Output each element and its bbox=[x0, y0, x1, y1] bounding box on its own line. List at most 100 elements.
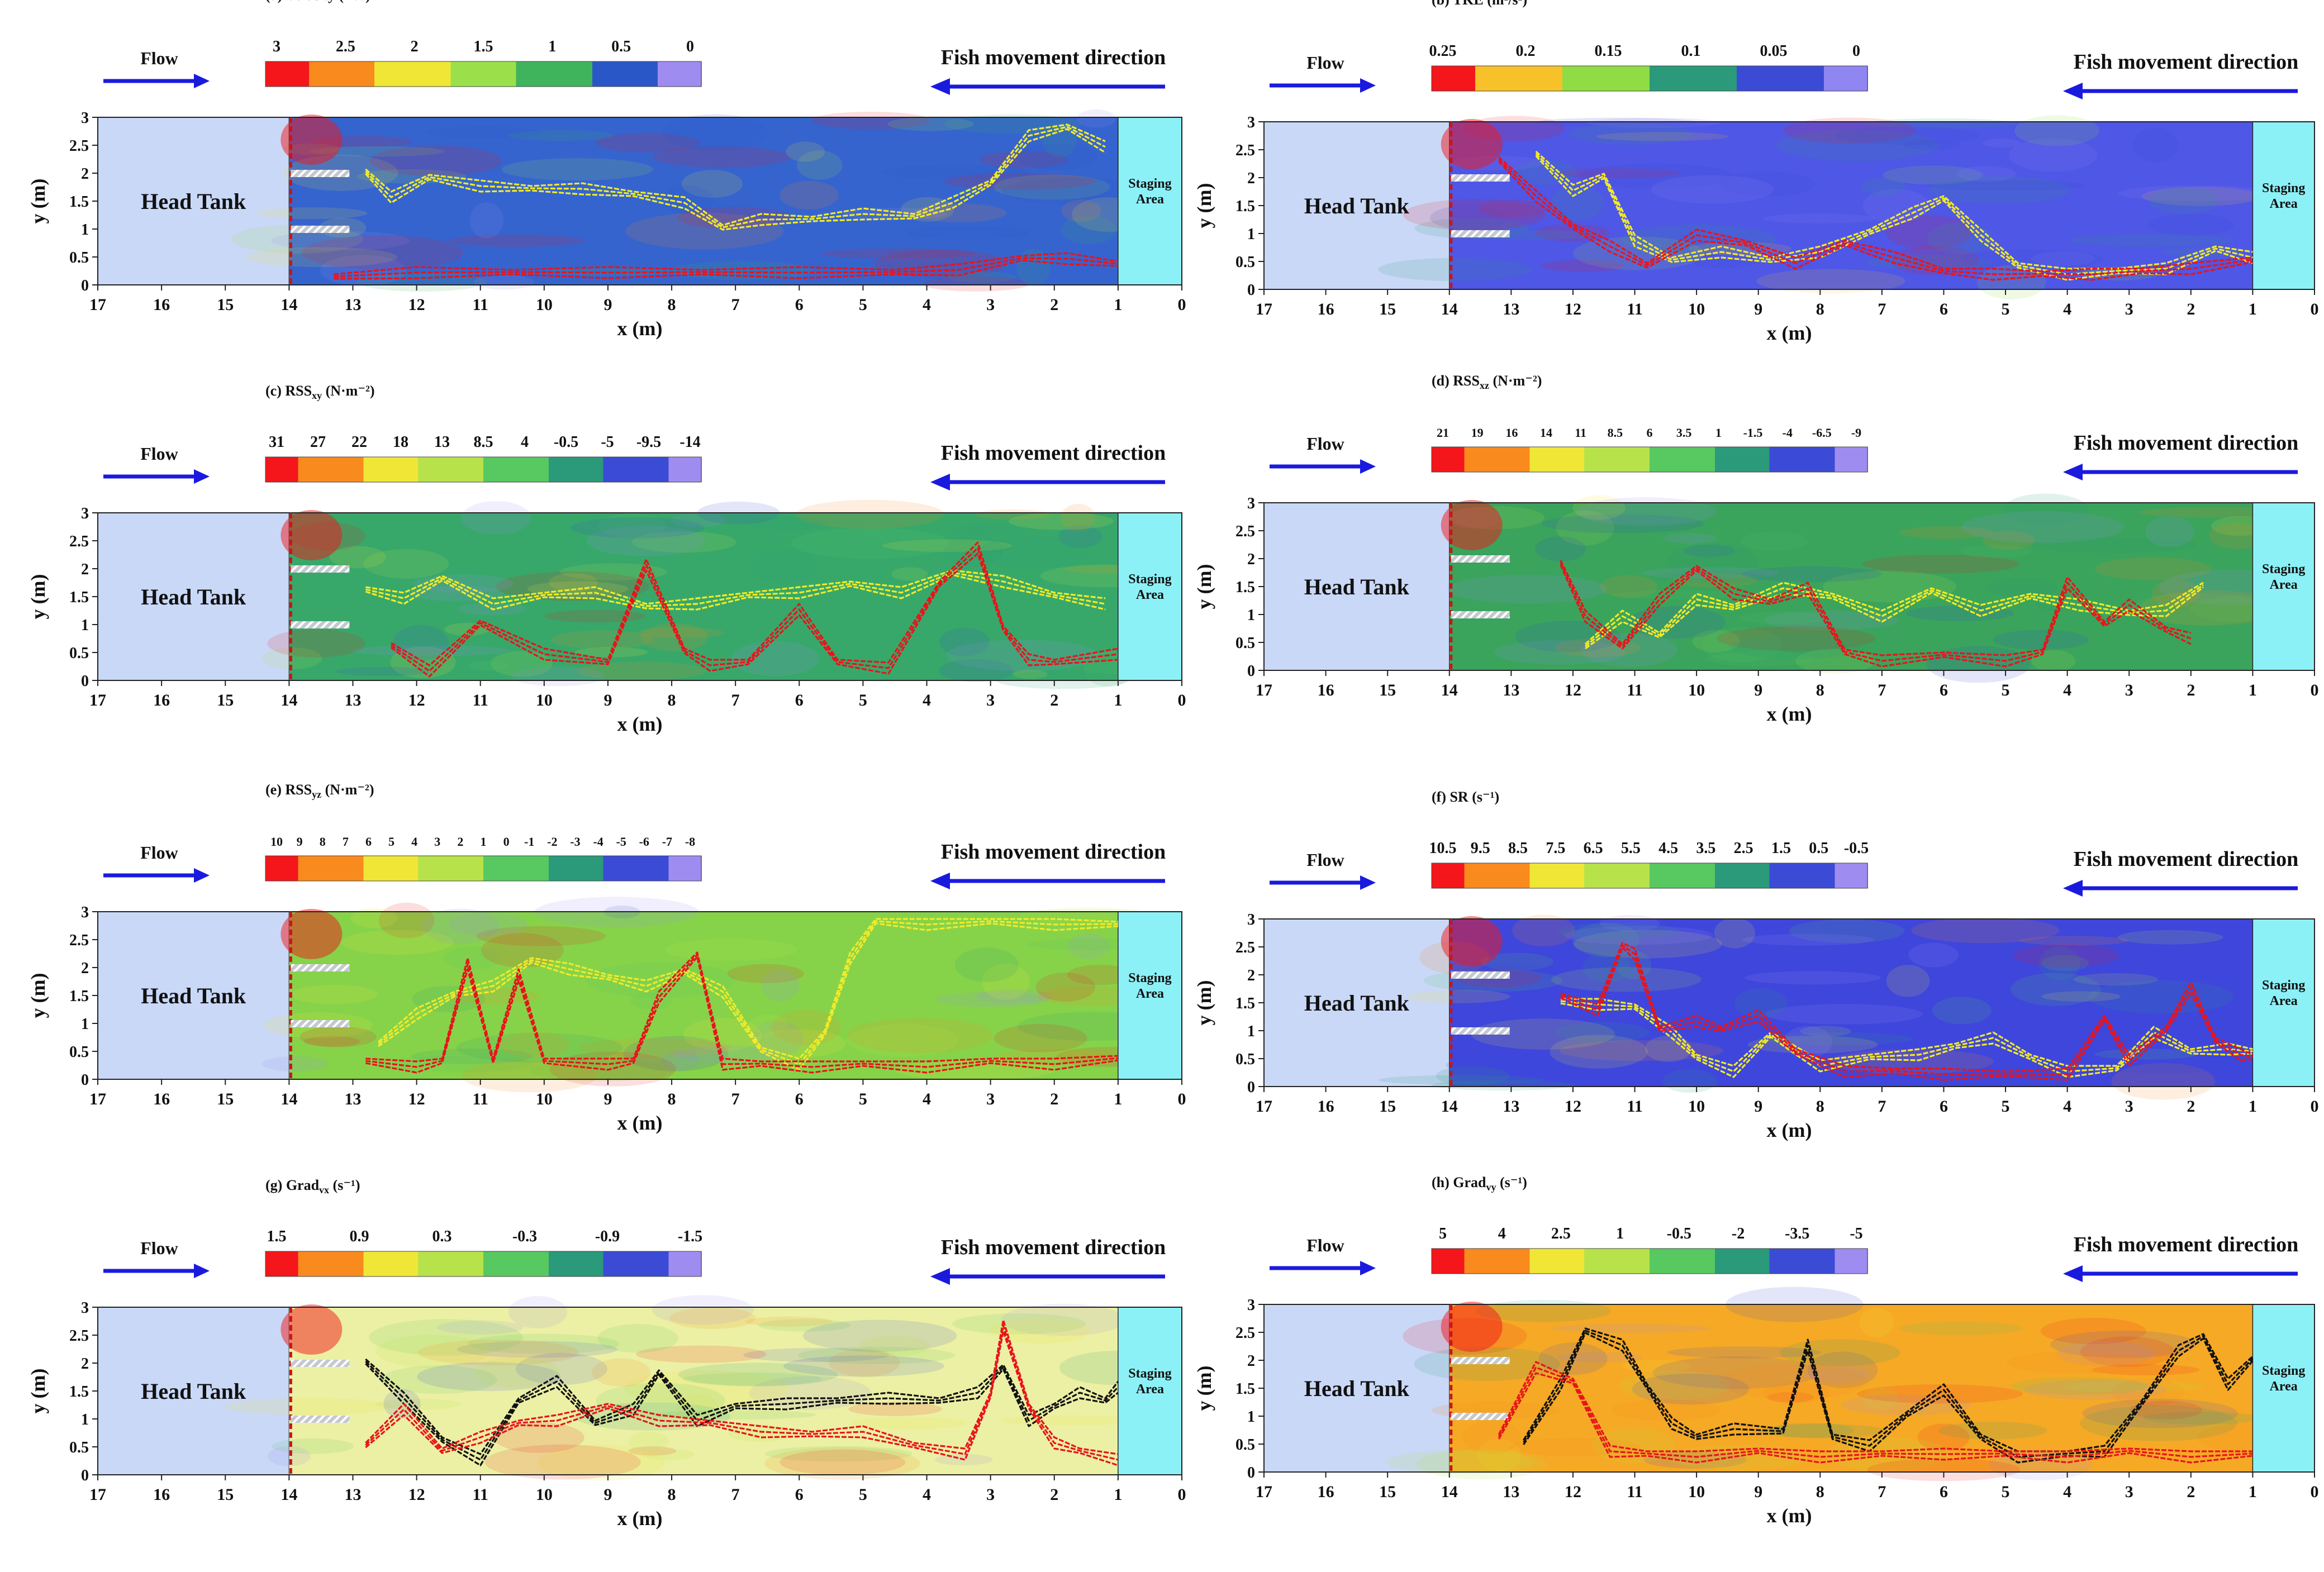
field-blob bbox=[357, 169, 467, 184]
colorbar-segment bbox=[1584, 447, 1596, 472]
x-tick-label: 5 bbox=[2002, 1097, 2010, 1116]
field-blob bbox=[1702, 627, 1783, 663]
colorbar-segment bbox=[1497, 66, 1509, 91]
field-blob bbox=[939, 627, 990, 656]
staging-area bbox=[2252, 121, 2315, 290]
colorbar-frame bbox=[265, 855, 702, 882]
field-blob bbox=[597, 1324, 678, 1353]
colorbar-segment bbox=[559, 1251, 571, 1276]
field-blob bbox=[595, 133, 700, 153]
colorbar-segment bbox=[592, 61, 604, 87]
x-tick-label: 8 bbox=[668, 296, 676, 314]
colorbar-segment bbox=[265, 1251, 277, 1276]
colorbar-segment bbox=[1813, 447, 1824, 472]
head-tank bbox=[1263, 121, 1450, 290]
field-blob bbox=[1572, 495, 1626, 520]
colorbar-segment bbox=[1780, 1249, 1792, 1274]
field-blob bbox=[821, 248, 976, 259]
colorbar-segment bbox=[1529, 863, 1541, 888]
field-blob bbox=[681, 170, 743, 198]
panel-f: (f) SR (s⁻¹)10.5 9.5 8.5 7.5 6.5 5.5 4.5 3.5 2.5… bbox=[1193, 789, 2319, 1141]
colorbar-tick-label: -5 bbox=[616, 835, 626, 849]
colorbar-segment bbox=[287, 1251, 299, 1276]
fish-direction-label: Fish movement direction bbox=[941, 46, 1166, 69]
colorbar-segment bbox=[1824, 66, 1836, 91]
title-prefix: (e) RSS bbox=[265, 782, 312, 798]
field-blob bbox=[499, 1031, 570, 1058]
field-blob bbox=[1865, 118, 2017, 129]
field-blob bbox=[1718, 1364, 1867, 1400]
title-subscript: yz bbox=[312, 789, 321, 800]
x-tick-label: 14 bbox=[281, 296, 297, 314]
field-blob bbox=[2080, 1405, 2237, 1441]
x-tick-label: 11 bbox=[473, 296, 488, 314]
field-blob bbox=[1899, 1321, 2023, 1336]
field-blob bbox=[682, 1372, 822, 1386]
field-blob bbox=[641, 1449, 695, 1461]
x-tick-label: 16 bbox=[1318, 300, 1334, 318]
field-blob bbox=[1569, 123, 1693, 145]
y-tick-label: 2 bbox=[81, 960, 89, 977]
panel-b: (b) TKE (m²/s²) 0.25 0.2 0.15 0.1 0.05 0 Flow Fi… bbox=[1193, 0, 2319, 344]
field-blob bbox=[245, 247, 398, 267]
field-blob bbox=[1579, 163, 1733, 189]
field-blob bbox=[2147, 213, 2234, 236]
colorbar-segment bbox=[1802, 447, 1814, 472]
colorbar-tick-label: 0.9 bbox=[350, 1228, 369, 1245]
field-blob bbox=[1436, 1066, 1510, 1086]
baffle-lower bbox=[1451, 230, 1510, 237]
colorbar-segment bbox=[396, 1251, 408, 1276]
colorbar-segment bbox=[614, 856, 626, 881]
colorbar-segment bbox=[647, 1251, 658, 1276]
x-tick-label: 7 bbox=[731, 1090, 740, 1108]
field-blob bbox=[301, 235, 464, 270]
colorbar-segment bbox=[636, 457, 648, 482]
y-tick-label: 2.5 bbox=[1235, 523, 1255, 540]
field-blob bbox=[256, 207, 368, 220]
baffle-upper bbox=[291, 964, 350, 971]
fish-arrow-head bbox=[2063, 1265, 2083, 1282]
colorbar-segment bbox=[1617, 863, 1628, 888]
field-blob bbox=[303, 1036, 360, 1047]
colorbar-segment bbox=[1780, 863, 1792, 888]
x-tick-label: 6 bbox=[795, 691, 804, 709]
field-blob bbox=[2010, 1377, 2149, 1395]
fish-track-track-1 bbox=[378, 922, 1118, 1071]
colorbar-segment bbox=[1453, 66, 1465, 91]
colorbar-segment bbox=[1442, 863, 1454, 888]
staging-label-line1: Staging bbox=[2262, 978, 2305, 993]
x-tick-label: 15 bbox=[1379, 1097, 1396, 1116]
colorbar-segment bbox=[614, 61, 626, 87]
colorbar-tick-label: 4 bbox=[521, 434, 529, 451]
flow-label: Flow bbox=[1306, 434, 1344, 454]
field-blob bbox=[989, 1317, 1091, 1344]
panel-title: (d) RSSxz (N·m⁻²) bbox=[1432, 373, 1542, 391]
field-blob bbox=[1742, 933, 1874, 946]
x-tick-label: 1 bbox=[1114, 1090, 1122, 1108]
x-axis-label: x (m) bbox=[617, 1507, 663, 1530]
field-blob bbox=[2031, 650, 2076, 672]
y-tick-label: 0 bbox=[1247, 1464, 1255, 1482]
x-tick-label: 7 bbox=[731, 691, 740, 709]
colorbar-segment bbox=[505, 457, 517, 482]
x-tick-label: 5 bbox=[859, 691, 867, 709]
colorbar-tick-label: 10.5 bbox=[1429, 840, 1457, 857]
head-tank bbox=[1263, 1304, 1450, 1473]
field-blob bbox=[1479, 199, 1546, 218]
y-tick-label: 2 bbox=[1247, 551, 1255, 568]
colorbar-segment bbox=[309, 856, 321, 881]
colorbar-tick-label: 0.3 bbox=[433, 1228, 452, 1245]
panel-title: (g) Gradvx (s⁻¹) bbox=[265, 1177, 360, 1195]
x-tick-label: 5 bbox=[2002, 1483, 2010, 1501]
x-axis-label: x (m) bbox=[617, 713, 663, 735]
field-blob bbox=[350, 908, 398, 928]
colorbar-segment bbox=[559, 856, 571, 881]
title-prefix: (f) SR bbox=[1432, 789, 1468, 805]
colorbar-segment bbox=[1584, 1249, 1596, 1274]
field-blob bbox=[1905, 606, 2014, 622]
colorbar-segment bbox=[1846, 863, 1857, 888]
staging-area bbox=[1118, 1307, 1182, 1475]
field-blob bbox=[1961, 511, 2125, 543]
x-tick-label: 3 bbox=[2125, 1097, 2133, 1116]
field-blob bbox=[2010, 973, 2101, 1006]
